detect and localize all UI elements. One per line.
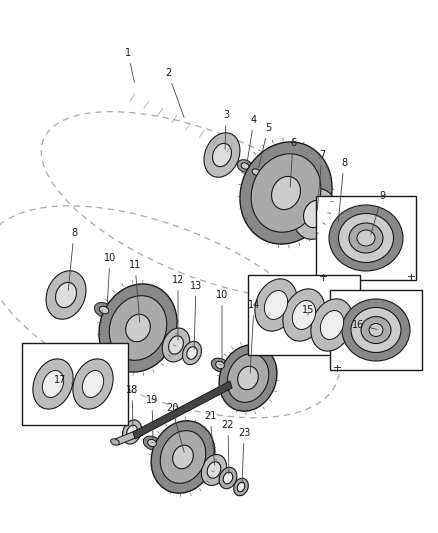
Text: 10: 10 <box>104 253 116 305</box>
Bar <box>330 290 422 370</box>
Ellipse shape <box>111 439 119 445</box>
Ellipse shape <box>272 176 300 209</box>
Text: 22: 22 <box>222 420 234 474</box>
Ellipse shape <box>342 299 410 361</box>
Text: 8: 8 <box>68 228 77 290</box>
Ellipse shape <box>187 346 197 359</box>
Ellipse shape <box>238 366 258 390</box>
Ellipse shape <box>42 370 64 398</box>
Ellipse shape <box>33 359 73 409</box>
Ellipse shape <box>173 445 193 469</box>
Text: 18: 18 <box>126 385 138 427</box>
Ellipse shape <box>160 431 206 483</box>
Ellipse shape <box>237 160 253 172</box>
Ellipse shape <box>212 143 231 167</box>
Text: 10: 10 <box>216 290 228 360</box>
Text: 7: 7 <box>317 150 325 210</box>
Ellipse shape <box>204 133 240 177</box>
Ellipse shape <box>82 370 104 398</box>
Text: 16: 16 <box>352 320 377 330</box>
Text: 6: 6 <box>290 138 296 187</box>
Text: 11: 11 <box>129 260 141 322</box>
Text: 17: 17 <box>54 375 72 385</box>
Ellipse shape <box>237 482 245 492</box>
Ellipse shape <box>143 436 161 450</box>
Text: 13: 13 <box>190 281 202 349</box>
Ellipse shape <box>109 296 167 360</box>
Ellipse shape <box>369 324 383 336</box>
Ellipse shape <box>255 279 297 331</box>
Ellipse shape <box>241 163 249 169</box>
Text: 8: 8 <box>338 158 347 221</box>
Polygon shape <box>133 381 232 439</box>
Text: 20: 20 <box>166 403 184 453</box>
Ellipse shape <box>183 341 201 365</box>
Text: 14: 14 <box>248 300 260 373</box>
Ellipse shape <box>249 167 263 177</box>
Text: 9: 9 <box>371 191 385 235</box>
Text: 2: 2 <box>165 68 184 117</box>
Ellipse shape <box>292 301 316 329</box>
Ellipse shape <box>219 345 277 411</box>
Ellipse shape <box>223 472 233 484</box>
Ellipse shape <box>46 271 86 319</box>
Ellipse shape <box>227 353 269 402</box>
Text: 5: 5 <box>259 123 271 167</box>
Bar <box>22 343 128 425</box>
Ellipse shape <box>349 223 383 253</box>
Ellipse shape <box>99 284 177 372</box>
Bar <box>316 196 416 280</box>
Ellipse shape <box>265 290 288 319</box>
Ellipse shape <box>283 289 325 341</box>
Ellipse shape <box>151 421 215 493</box>
Ellipse shape <box>94 303 113 318</box>
Ellipse shape <box>320 311 344 340</box>
Ellipse shape <box>211 358 229 372</box>
Text: 15: 15 <box>302 305 314 315</box>
Ellipse shape <box>361 317 391 343</box>
Ellipse shape <box>251 154 321 232</box>
Text: 1: 1 <box>125 48 134 82</box>
Ellipse shape <box>293 189 337 239</box>
Text: 3: 3 <box>223 110 229 149</box>
Ellipse shape <box>201 455 226 486</box>
Ellipse shape <box>320 206 353 245</box>
Ellipse shape <box>311 299 353 351</box>
Ellipse shape <box>304 200 326 228</box>
Ellipse shape <box>328 215 345 235</box>
Ellipse shape <box>127 425 138 439</box>
Ellipse shape <box>207 462 221 478</box>
Text: 19: 19 <box>146 395 158 438</box>
Ellipse shape <box>215 361 224 369</box>
Bar <box>248 275 360 355</box>
Ellipse shape <box>252 169 260 175</box>
Ellipse shape <box>234 478 248 496</box>
Ellipse shape <box>123 420 141 444</box>
Ellipse shape <box>162 328 190 362</box>
Polygon shape <box>115 429 143 445</box>
Ellipse shape <box>357 230 375 246</box>
Text: 23: 23 <box>238 428 250 483</box>
Ellipse shape <box>73 359 113 409</box>
Text: 21: 21 <box>204 411 216 465</box>
Text: 4: 4 <box>247 115 257 160</box>
Ellipse shape <box>126 314 150 342</box>
Ellipse shape <box>329 205 403 271</box>
Ellipse shape <box>219 467 237 489</box>
Ellipse shape <box>99 306 109 314</box>
Ellipse shape <box>148 439 156 447</box>
Ellipse shape <box>351 308 401 352</box>
Ellipse shape <box>339 214 393 262</box>
Ellipse shape <box>169 336 184 354</box>
Text: 12: 12 <box>172 275 184 340</box>
Ellipse shape <box>240 142 332 244</box>
Ellipse shape <box>56 282 77 308</box>
